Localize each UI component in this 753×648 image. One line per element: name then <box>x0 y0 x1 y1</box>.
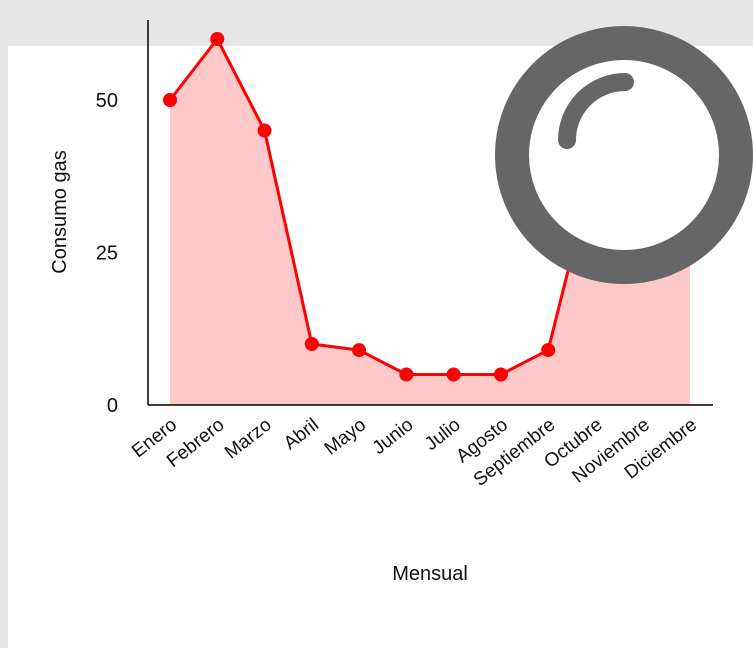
data-point-septiembre <box>541 343 556 358</box>
magnifier-glint <box>558 73 634 149</box>
y-axis-label: Consumo gas <box>49 150 71 273</box>
data-point-julio <box>446 367 461 382</box>
x-tick-label-junio: Junio <box>369 414 418 459</box>
data-point-enero <box>163 93 177 107</box>
data-point-mayo <box>352 343 367 358</box>
x-axis-label: Mensual <box>392 563 468 585</box>
data-point-junio <box>399 367 414 382</box>
y-tick-labels: 0 25 50 <box>96 90 118 417</box>
y-tick-label-50: 50 <box>96 90 118 112</box>
data-point-marzo <box>257 123 272 138</box>
x-tick-label-marzo: Marzo <box>221 414 276 463</box>
data-point-agosto <box>493 367 508 382</box>
area-layer <box>170 39 690 405</box>
data-point-febrero <box>210 32 225 46</box>
axis-layer <box>147 20 713 406</box>
x-tick-label-mayo: Mayo <box>321 414 371 459</box>
x-tick-label-abril: Abril <box>280 414 323 454</box>
series-area <box>170 39 690 405</box>
y-tick-label-25: 25 <box>96 243 118 265</box>
data-point-abril <box>304 337 319 351</box>
magnifier-ring-icon <box>495 26 753 284</box>
y-tick-label-0: 0 <box>107 395 118 417</box>
magnifier-ring <box>495 26 753 284</box>
